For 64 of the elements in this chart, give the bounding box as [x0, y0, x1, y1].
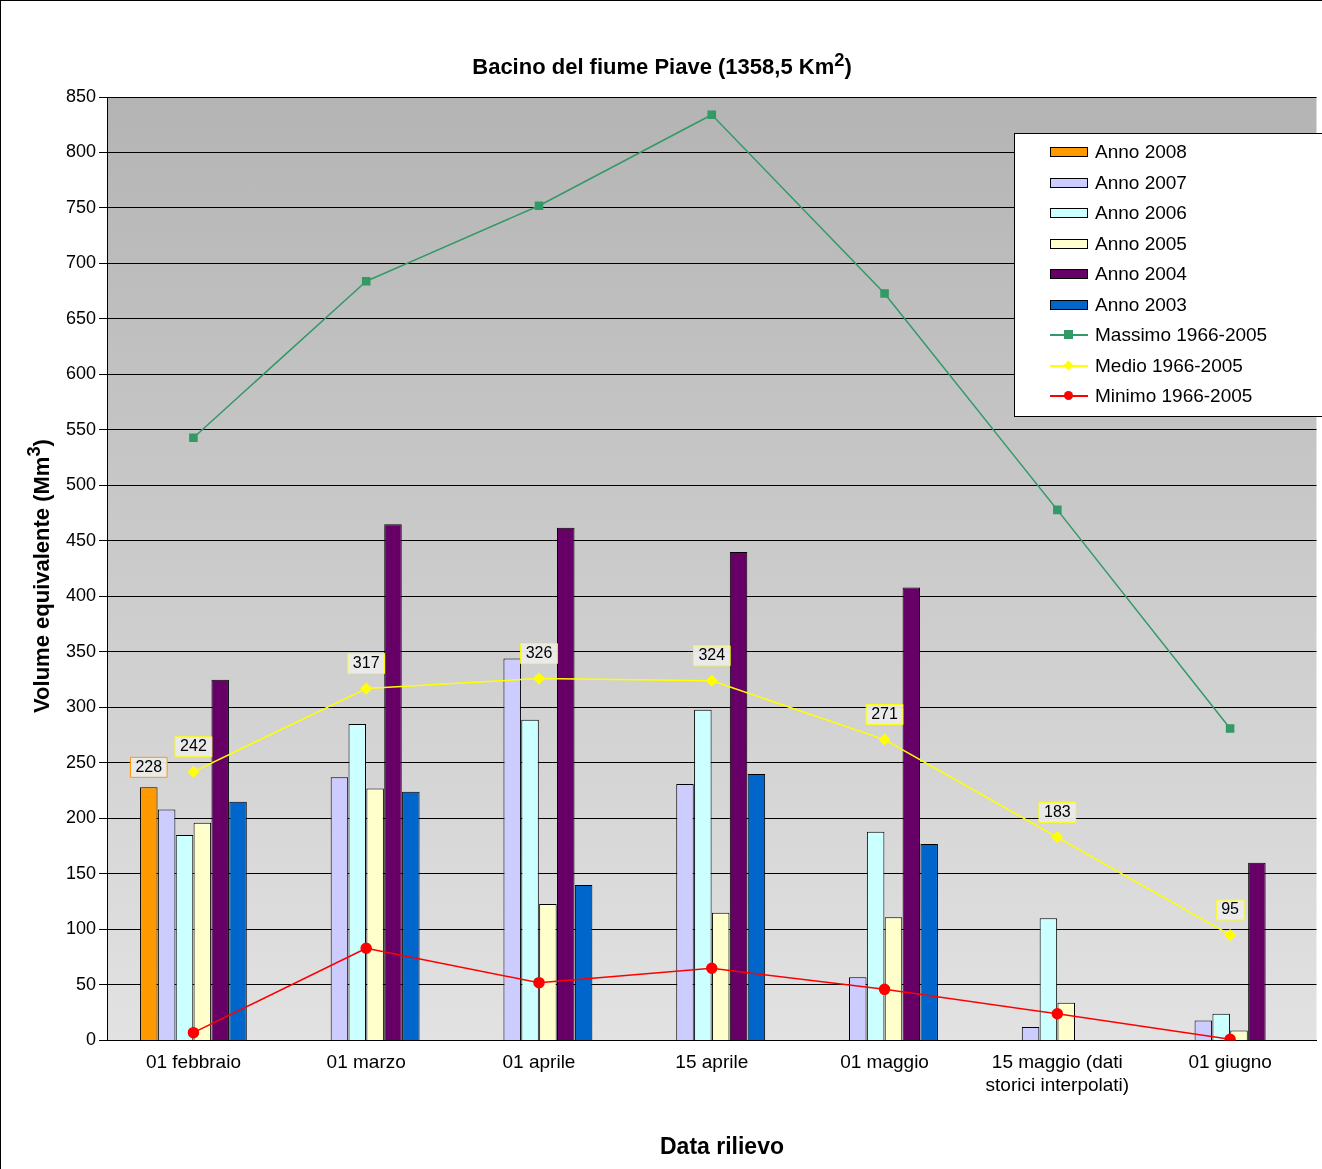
data-label: 317	[352, 653, 380, 671]
point	[360, 682, 372, 695]
y-tick-label: 100	[65, 918, 97, 939]
point	[706, 675, 718, 687]
y-tick-label: 800	[65, 141, 97, 162]
data-label: 228	[135, 757, 163, 775]
y-tick-label: 600	[65, 363, 97, 384]
y-tick-label: 650	[65, 307, 97, 328]
y-tick-label: 350	[65, 640, 97, 661]
x-tick-label: 01 marzo	[326, 1051, 406, 1073]
point	[1224, 929, 1236, 941]
point	[533, 672, 545, 685]
point	[1051, 831, 1064, 844]
y-tick-label: 750	[65, 196, 97, 217]
data-label: 95	[1221, 900, 1240, 918]
y-tick-label: 300	[65, 696, 97, 717]
x-tick-label: 01 giugno	[1188, 1051, 1272, 1073]
point	[361, 276, 371, 286]
y-tick-label: 450	[65, 529, 97, 550]
point	[878, 983, 891, 996]
y-tick-label: 850	[65, 85, 97, 106]
y-tick-label: 550	[65, 418, 97, 439]
point	[533, 976, 545, 989]
y-tick-label: 700	[65, 252, 97, 273]
y-tick-label: 0	[86, 1029, 97, 1050]
legend-label: Anno 2008	[1095, 141, 1187, 164]
x-tick-label: 01 febbraio	[145, 1051, 241, 1073]
legend-label: Massimo 1966-2005	[1095, 324, 1268, 347]
y-tick-label: 500	[65, 474, 97, 495]
point	[534, 201, 544, 211]
point	[187, 1026, 200, 1039]
y-tick-label: 50	[76, 973, 97, 994]
data-label: 183	[1043, 802, 1071, 820]
y-tick-label: 250	[65, 751, 97, 772]
point	[1053, 505, 1062, 515]
point	[878, 733, 891, 746]
data-label: 326	[525, 643, 553, 661]
y-tick-label: 400	[65, 585, 97, 606]
data-label: 242	[180, 737, 207, 755]
point	[189, 433, 198, 443]
point	[706, 962, 718, 975]
chart-title: Bacino del fiume Piave (1358,5 Km$^{2}$)	[471, 49, 853, 81]
point	[707, 110, 717, 120]
legend-label: Anno 2005	[1095, 232, 1187, 255]
point	[187, 766, 200, 778]
point	[1225, 724, 1235, 733]
legend-label: Medio 1966-2005	[1095, 354, 1243, 377]
data-label: 271	[871, 705, 898, 723]
point	[880, 289, 889, 298]
legend-label: Anno 2006	[1095, 202, 1187, 225]
legend-label: Anno 2003	[1095, 293, 1187, 316]
y-tick-label: 200	[65, 807, 97, 828]
x-tick-label: 15 maggio (dati storici interpolati)	[985, 1051, 1130, 1095]
legend-label: Anno 2007	[1095, 171, 1187, 194]
data-label: 324	[698, 646, 726, 664]
y-tick-label: 150	[65, 862, 97, 883]
x-tick-label: 15 aprile	[675, 1051, 749, 1073]
point	[1051, 1008, 1064, 1020]
legend-label: Anno 2004	[1095, 263, 1187, 286]
x-tick-label: 01 maggio	[840, 1051, 929, 1073]
x-tick-label: 01 aprile	[502, 1051, 576, 1073]
point	[360, 942, 372, 955]
x-axis-title: Data rilievo	[659, 1133, 785, 1160]
legend-label: Minimo 1966-2005	[1095, 385, 1253, 408]
